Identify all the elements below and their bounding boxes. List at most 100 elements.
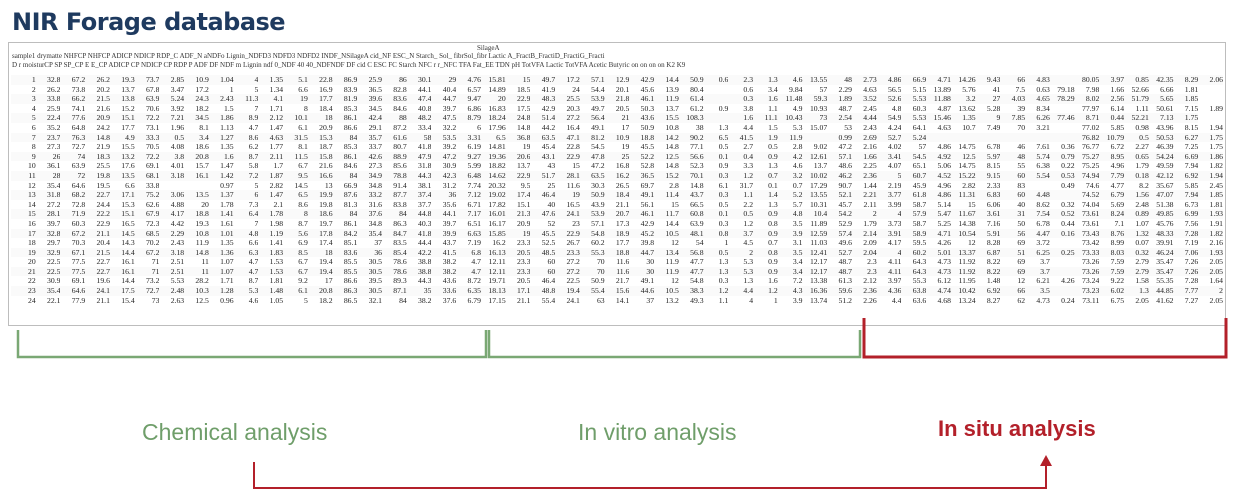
table-row: 18 29.7 70.3 20.4 14.3 70.2 2.43 11.9 1.35 6.6 1.4… <box>11 238 1223 248</box>
table-cell: 7.19 <box>467 238 481 248</box>
table-cell: 4.8 <box>233 228 259 239</box>
table-cell: 6.26 <box>1025 113 1050 123</box>
table-cell: 43.1 <box>530 151 556 162</box>
table-cell: 38.8 <box>406 266 432 277</box>
table-cell: 48.33 <box>1148 228 1174 239</box>
table-cell: 3.5 <box>792 218 803 228</box>
table-row: 20 22.5 77.5 22.7 16.1 71 2.51 11 1.07 4.7 1.53 6.7… <box>11 257 1223 267</box>
table-cell: 32.9 <box>35 247 61 258</box>
table-cell: 7 <box>254 218 259 228</box>
table-cell: 41 <box>992 84 1001 94</box>
table-cell: 42.9 <box>541 103 556 113</box>
table-cell: 0.36 <box>1061 142 1075 152</box>
table-cell: 1.81 <box>1209 199 1223 209</box>
table-cell: 2.06 <box>1198 75 1223 85</box>
table-cell: 60.8 <box>678 209 704 219</box>
table-cell: 39.2 <box>442 142 457 152</box>
table-cell: 83.5 <box>393 238 407 248</box>
table-cell: 14.4 <box>654 75 679 85</box>
table-cell: 52.3 <box>690 161 704 171</box>
table-cell: 1.11 <box>1135 103 1149 113</box>
table-cell: 4.42 <box>170 218 185 228</box>
table-cell: 1.85 <box>1173 94 1199 104</box>
table-cell: 73.8 <box>71 84 86 94</box>
table-cell: 12.41 <box>802 247 828 258</box>
table-cell: 4.77 <box>1110 180 1125 190</box>
table-cell: 6.5 <box>480 132 506 143</box>
table-cell: 48.7 <box>838 257 852 267</box>
table-cell: 5.85 <box>1184 180 1199 190</box>
table-cell: 18.4 <box>604 190 630 200</box>
table-row: 12 35.4 64.6 19.5 6.6 33.8 0.97 5 2.82 14.5 13 66.9… <box>11 181 1223 191</box>
table-cell: 3 <box>11 94 36 104</box>
table-cell: 2.05 <box>1209 257 1223 267</box>
table-cell: 86.5 <box>343 295 358 305</box>
table-cell: 48.7 <box>838 103 852 113</box>
table-cell: 6.6 <box>298 84 308 94</box>
table-cell: 11 <box>184 266 209 277</box>
table-cell: 5.24 <box>901 132 927 143</box>
table-cell: 1.35 <box>220 238 234 248</box>
spreadsheet-table: SilageA sample1 drymatte NHFCP NHFCP ADI… <box>8 42 1226 326</box>
table-cell: 0.16 <box>1049 228 1075 239</box>
table-cell: 7.13 <box>1148 113 1174 123</box>
table-cell: 84.7 <box>382 228 407 239</box>
table-cell: 55 <box>1017 161 1026 171</box>
table-cell: 57 <box>918 142 927 152</box>
table-cell: 44.6 <box>629 286 655 296</box>
table-cell: 0.5 <box>718 199 729 209</box>
table-cell: 62 <box>1017 295 1026 305</box>
table-cell: 20.3 <box>566 103 580 113</box>
table-cell: 77.1 <box>690 142 704 152</box>
table-cell: 15.81 <box>480 75 506 85</box>
table-row: 17 32.8 67.2 21.1 14.5 68.5 2.29 10.8 1.01 4.8 1.1… <box>11 228 1223 239</box>
table-cell: 11.95 <box>958 276 976 286</box>
table-cell: 67.2 <box>60 75 86 85</box>
table-cell: 13.7 <box>665 103 679 113</box>
table-cell: 85.3 <box>343 103 358 113</box>
table-cell: 37.6 <box>442 295 457 305</box>
table-cell: 8.02 <box>1074 94 1100 104</box>
table-cell: 15 <box>505 75 531 85</box>
table-cell: 3.72 <box>1036 238 1050 248</box>
table-cell: 77.46 <box>1049 113 1075 123</box>
table-cell: 0.32 <box>1061 199 1075 209</box>
table-cell: 72.3 <box>145 218 160 228</box>
table-cell: 7.19 <box>1184 238 1199 248</box>
table-cell: 63.6 <box>912 295 927 305</box>
table-cell: 18.6 <box>195 142 209 152</box>
table-cell: 45.5 <box>530 228 556 239</box>
table-cell: 5 <box>254 84 259 94</box>
table-cell: 0.32 <box>1124 247 1149 258</box>
table-cell: 3.5 <box>1025 286 1050 296</box>
table-cell: 11.6 <box>604 266 630 277</box>
table-cell: 6.63 <box>456 228 481 239</box>
table-cell: 2.25 <box>863 161 877 171</box>
table-cell: 1.48 <box>258 286 284 296</box>
table-cell: 39.7 <box>47 218 61 228</box>
table-cell: 11.48 <box>777 94 803 104</box>
table-cell: 4.6 <box>777 75 803 85</box>
table-cell: 1.35 <box>220 142 234 152</box>
table-cell: 71.9 <box>60 209 86 219</box>
table-cell: 72 <box>60 170 86 181</box>
table-cell: 36 <box>431 190 457 200</box>
table-cell: 39.5 <box>368 276 383 286</box>
table-cell: 1.1 <box>718 295 729 305</box>
table-cell: 0.9 <box>753 266 778 277</box>
table-cell: 52.5 <box>541 238 556 248</box>
table-cell: 42.2 <box>406 247 432 258</box>
table-cell: 5.28 <box>986 103 1001 113</box>
table-cell: 4.63 <box>258 132 284 143</box>
table-cell: 7.17 <box>456 209 481 219</box>
table-cell: 13.7 <box>121 84 135 94</box>
table-cell: 1.89 <box>827 94 852 104</box>
table-cell: 16.1 <box>121 257 135 267</box>
table-cell: 44.7 <box>431 94 457 104</box>
table-cell: 4.4 <box>743 122 754 132</box>
table-cell: 6.27 <box>1173 132 1199 143</box>
table-cell: 42.9 <box>629 75 655 85</box>
table-cell: 20 <box>480 94 506 104</box>
table-cell: 64.6 <box>71 180 86 190</box>
column-header-row-3: D r moisturCP SP SP_CP E E_CP ADICP CP N… <box>12 61 686 69</box>
